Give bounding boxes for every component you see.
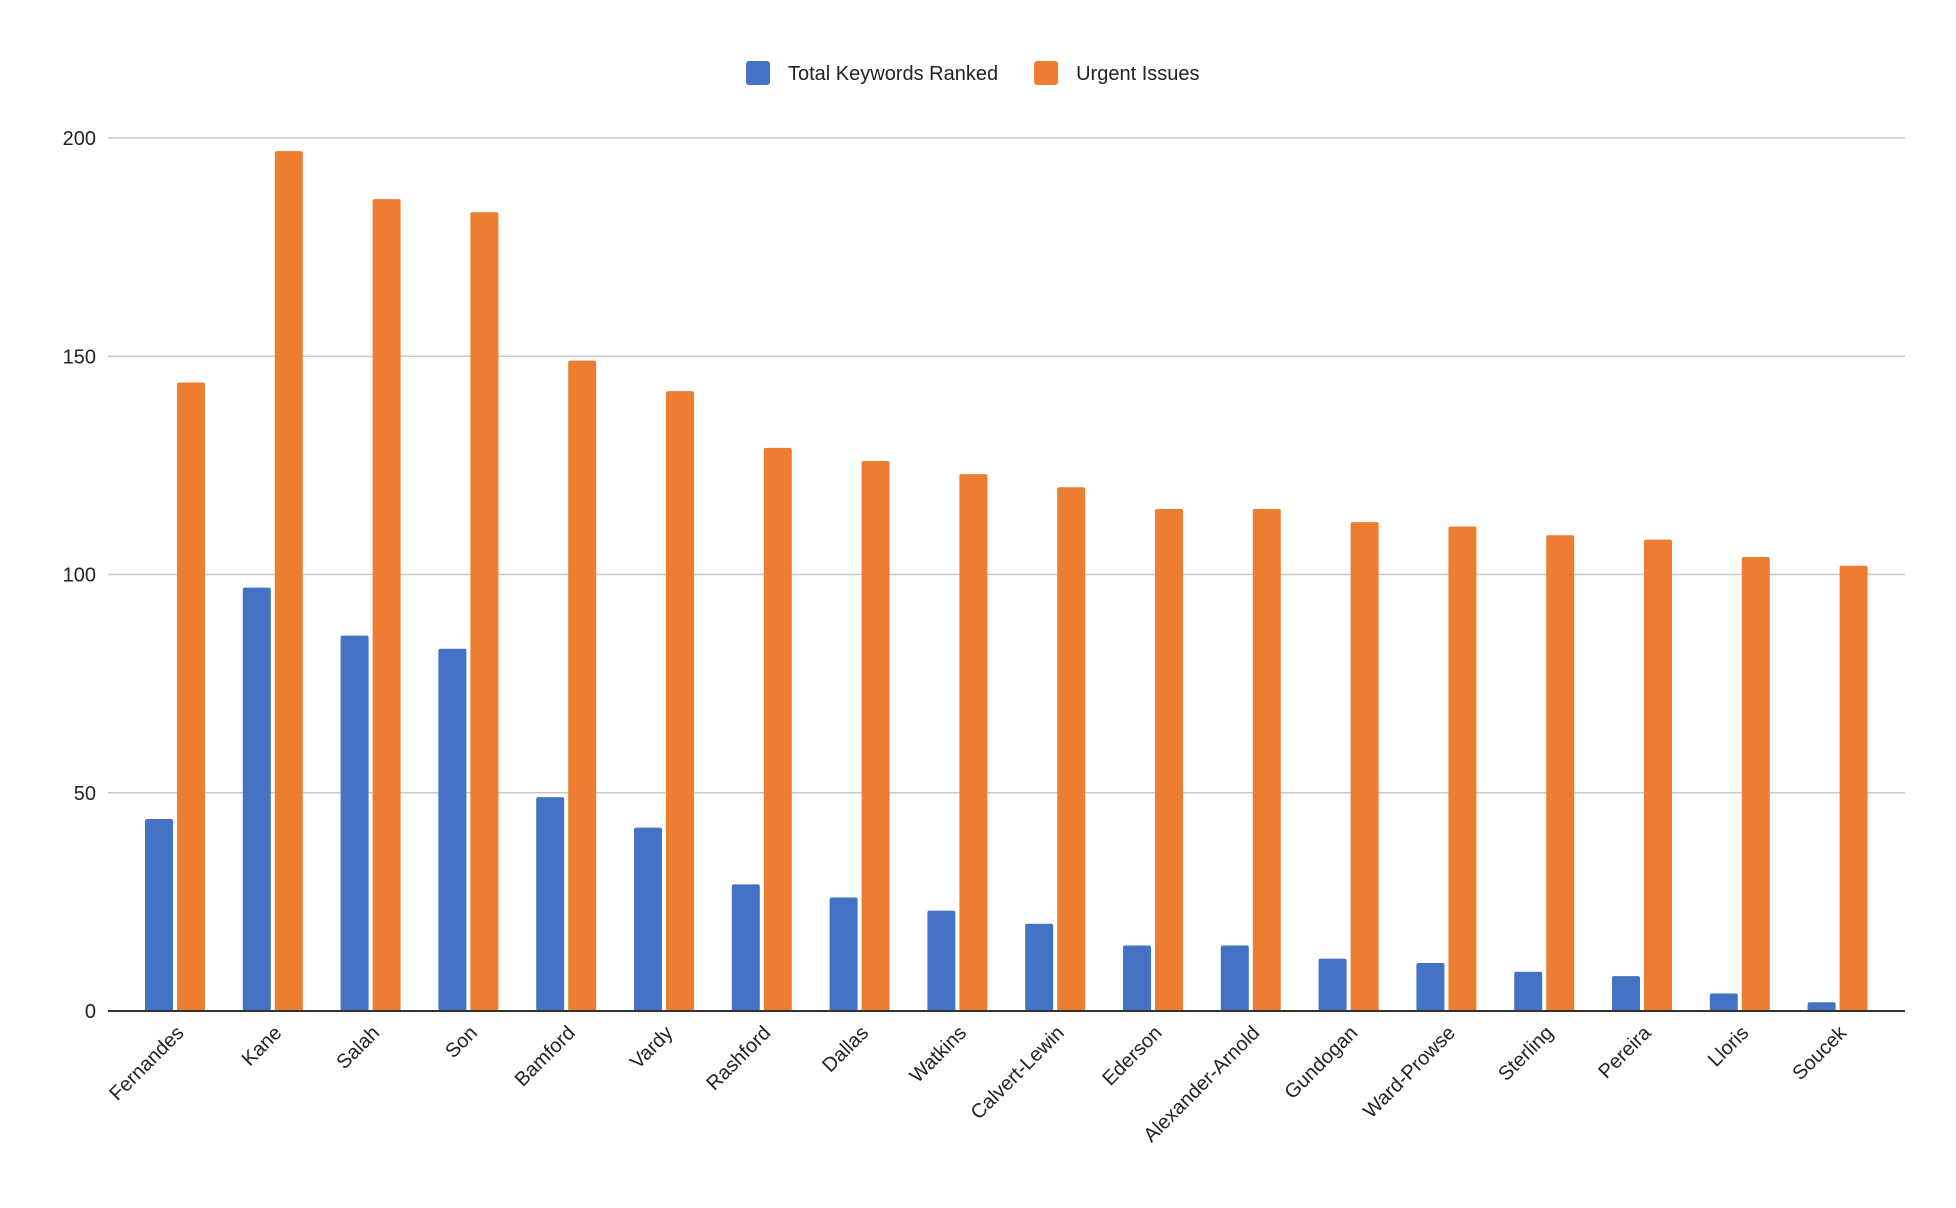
- bar-total-keywords-ranked: [829, 897, 858, 1011]
- bar-urgent-issues: [1546, 535, 1575, 1011]
- bar-total-keywords-ranked: [1123, 945, 1151, 1011]
- bar-total-keywords-ranked: [1612, 976, 1640, 1011]
- bar-total-keywords-ranked: [1220, 945, 1249, 1011]
- x-tick-label: Ward-Prowse: [1359, 1022, 1460, 1123]
- y-tick-label: 50: [74, 783, 96, 805]
- bar-total-keywords-ranked: [1709, 993, 1738, 1011]
- bar-total-keywords-ranked: [438, 648, 467, 1011]
- y-tick-label: 0: [85, 1001, 96, 1023]
- bar-urgent-issues: [1741, 557, 1770, 1011]
- x-tick-label: Bamford: [511, 1022, 580, 1091]
- bars: [145, 151, 1868, 1012]
- legend-label: Urgent Issues: [1076, 63, 1199, 85]
- bar-urgent-issues: [274, 151, 303, 1012]
- bar-total-keywords-ranked: [634, 827, 662, 1011]
- x-tick-label: Ederson: [1098, 1022, 1166, 1090]
- gridlines: [108, 137, 1905, 794]
- y-tick-label: 150: [63, 346, 96, 368]
- y-axis-ticks: 0 50 100 150 200: [63, 128, 96, 1023]
- bar-urgent-issues: [763, 447, 792, 1011]
- bar-total-keywords-ranked: [1514, 971, 1543, 1011]
- bar-urgent-issues: [372, 199, 401, 1012]
- legend: Total Keywords Ranked Urgent Issues: [746, 61, 1200, 85]
- legend-swatch: [1034, 61, 1059, 85]
- bar-total-keywords-ranked: [242, 587, 271, 1011]
- bar-urgent-issues: [666, 391, 694, 1011]
- y-tick-label: 200: [63, 128, 96, 150]
- x-tick-label: Gundogan: [1281, 1022, 1363, 1104]
- x-tick-label: Salah: [332, 1022, 384, 1074]
- bar-urgent-issues: [1252, 509, 1281, 1011]
- bar-urgent-issues: [1448, 526, 1477, 1011]
- bar-urgent-issues: [959, 474, 988, 1012]
- bar-total-keywords-ranked: [1416, 962, 1445, 1011]
- legend-label: Total Keywords Ranked: [788, 63, 998, 85]
- x-tick-label: Fernandes: [105, 1022, 188, 1105]
- x-tick-label: Dallas: [818, 1022, 873, 1077]
- bar-total-keywords-ranked: [1807, 1002, 1836, 1011]
- bar-urgent-issues: [470, 212, 499, 1011]
- x-tick-label: Lloris: [1704, 1022, 1753, 1071]
- bar-urgent-issues: [177, 382, 205, 1011]
- bar-urgent-issues: [1839, 565, 1868, 1011]
- bar-urgent-issues: [1155, 509, 1183, 1011]
- x-tick-label: Vardy: [626, 1022, 677, 1073]
- bar-urgent-issues: [568, 360, 597, 1011]
- x-tick-label: Pereira: [1594, 1021, 1656, 1083]
- bar-urgent-issues: [861, 461, 890, 1011]
- x-tick-label: Son: [441, 1022, 482, 1063]
- bar-total-keywords-ranked: [1025, 923, 1054, 1011]
- bar-total-keywords-ranked: [340, 635, 369, 1011]
- x-tick-label: Sterling: [1494, 1022, 1558, 1086]
- x-tick-label: Soucek: [1788, 1021, 1851, 1084]
- x-tick-label: Calvert-Lewin: [967, 1022, 1069, 1124]
- x-tick-label: Rashford: [702, 1022, 775, 1095]
- bar-urgent-issues: [1350, 522, 1379, 1011]
- bar-total-keywords-ranked: [1318, 958, 1347, 1011]
- bar-urgent-issues: [1644, 539, 1672, 1011]
- x-axis-labels: Fernandes Kane Salah Son Bamford Vardy Rashfor…: [105, 1021, 1851, 1147]
- x-tick-label: Kane: [238, 1022, 287, 1071]
- bar-urgent-issues: [1057, 487, 1086, 1011]
- bar-total-keywords-ranked: [145, 818, 173, 1011]
- bar-total-keywords-ranked: [731, 884, 760, 1011]
- legend-swatch: [746, 61, 770, 85]
- bar-total-keywords-ranked: [927, 910, 956, 1011]
- x-tick-label: Watkins: [906, 1022, 971, 1087]
- y-tick-label: 100: [63, 565, 96, 587]
- bar-total-keywords-ranked: [536, 797, 565, 1011]
